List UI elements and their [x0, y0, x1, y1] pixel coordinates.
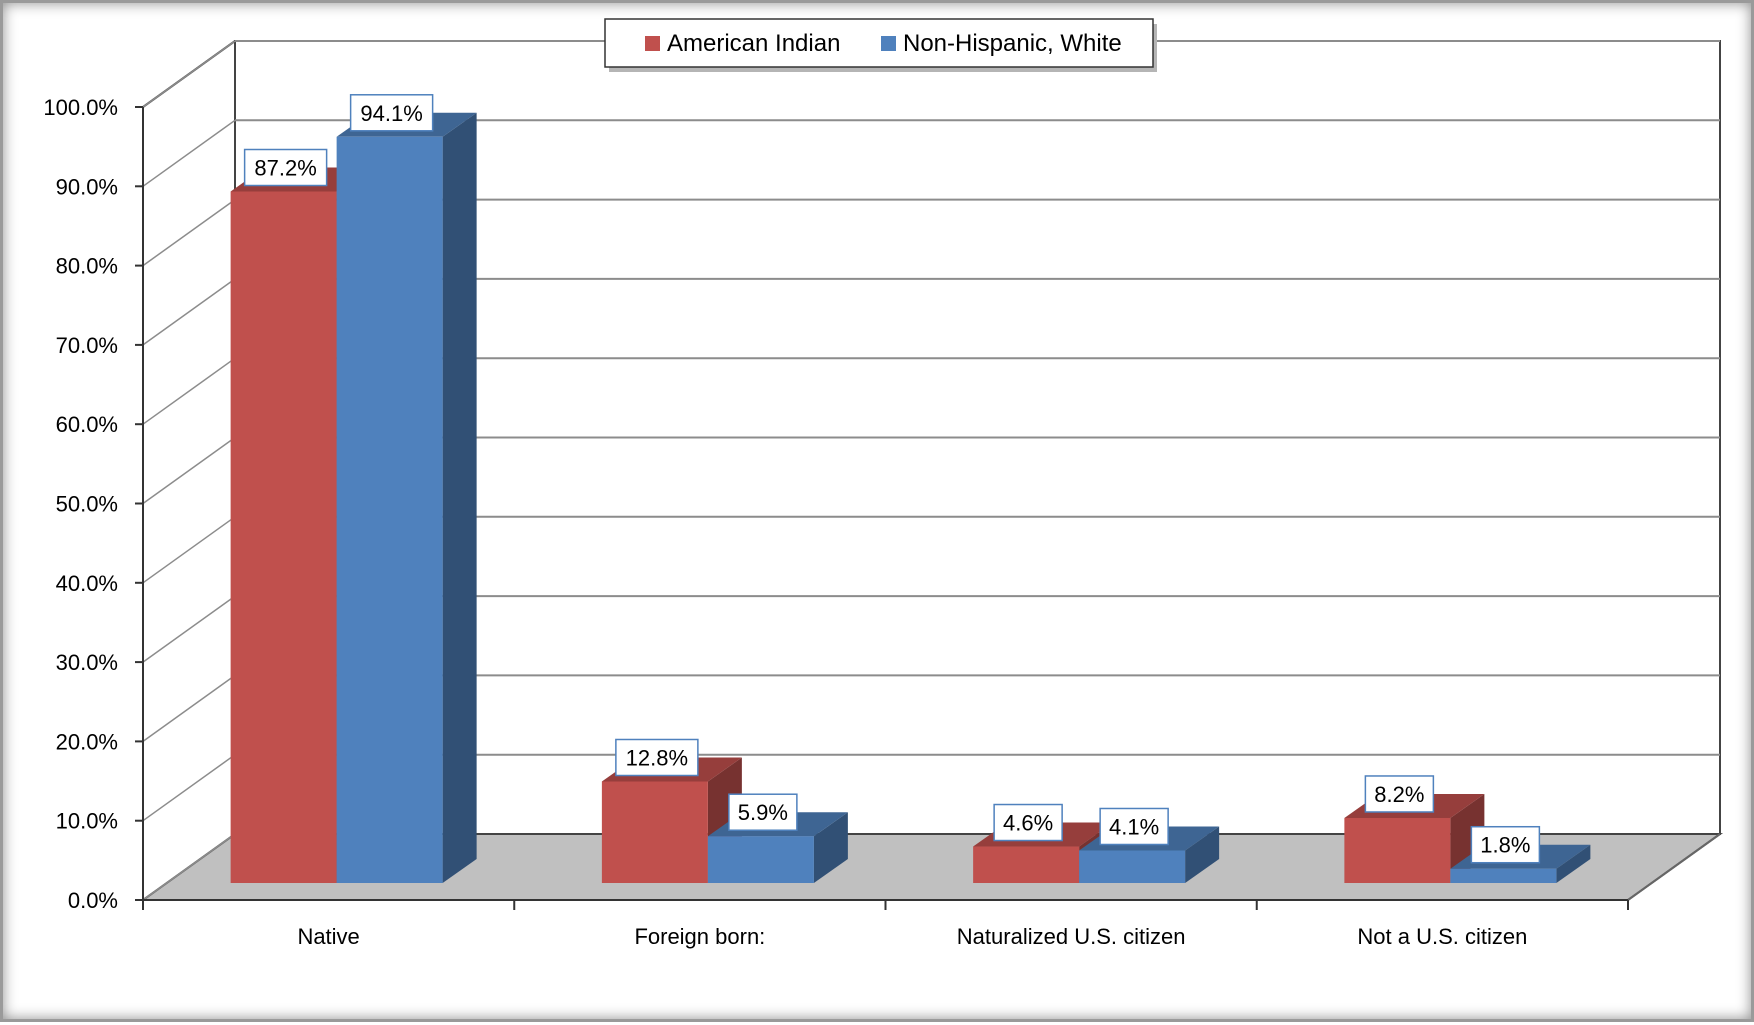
gridline-side	[142, 595, 236, 663]
y-tick-label: 50.0%	[56, 492, 118, 517]
data-label: 1.8%	[1480, 833, 1530, 858]
data-label-box	[1099, 807, 1169, 846]
legend-box	[604, 18, 1154, 68]
bar-side	[442, 112, 477, 884]
data-label-box	[728, 793, 798, 831]
gridline-side	[142, 516, 236, 584]
x-tick-label: Naturalized U.S. citizen	[957, 924, 1186, 949]
data-label-box	[1470, 825, 1541, 864]
y-tick-label: 40.0%	[56, 571, 118, 596]
x-tick-label: Not a U.S. citizen	[1357, 924, 1527, 949]
gridline-side	[142, 278, 236, 346]
y-tick-label: 100.0%	[43, 95, 118, 120]
gridline-side	[142, 119, 236, 187]
bar	[336, 136, 443, 884]
data-label-box	[349, 94, 434, 132]
bar	[1079, 850, 1186, 883]
bar-side	[813, 812, 848, 883]
data-labels: 87.2% 94.1% 12.8% 5.9% 4.6% 4.1% 8.2% 1.8%	[243, 94, 1541, 864]
data-label-box	[1364, 775, 1435, 813]
y-tick-label: 70.0%	[56, 333, 118, 358]
x-tick-label: Foreign born:	[634, 924, 765, 949]
bar	[601, 781, 708, 883]
bar-side	[1556, 844, 1591, 883]
gridlines	[142, 40, 1720, 901]
data-label: 8.2%	[1374, 782, 1424, 807]
bar	[230, 191, 337, 883]
y-axis-ticks: 0.0% 10.0% 20.0% 30.0% 40.0% 50.0% 60.0% 70.0% 8…	[43, 95, 144, 913]
x-tick-label: Native	[297, 924, 359, 949]
bars	[230, 112, 1591, 884]
data-label-box	[615, 738, 699, 777]
bar	[707, 836, 814, 883]
y-tick-label: 0.0%	[68, 888, 118, 913]
gridline-side	[142, 357, 236, 425]
chart-svg: 0.0% 10.0% 20.0% 30.0% 40.0% 50.0% 60.0% 70.0% 8…	[43, 18, 1724, 949]
bar	[1344, 817, 1451, 883]
legend: American Indian Non-Hispanic, White	[604, 18, 1157, 72]
bar-side	[1185, 826, 1220, 883]
data-label: 5.9%	[738, 800, 788, 825]
x-axis-ticks: Native Foreign born: Naturalized U.S. citi…	[142, 899, 1629, 949]
legend-label: American Indian	[667, 30, 840, 57]
y-tick-label: 60.0%	[56, 412, 118, 437]
y-tick-label: 90.0%	[56, 174, 118, 199]
gridline-side	[142, 674, 236, 743]
floor-right-edge	[1627, 833, 1721, 901]
gridline-side	[142, 40, 236, 108]
data-label: 87.2%	[254, 156, 316, 181]
gridline-side	[142, 198, 236, 267]
y-tick-label: 80.0%	[56, 254, 118, 279]
gridline-side	[142, 833, 236, 901]
y-tick-label: 20.0%	[56, 729, 118, 754]
gridline-side	[142, 754, 236, 822]
gridline-side	[142, 436, 236, 505]
data-label: 94.1%	[360, 101, 422, 126]
data-label: 4.6%	[1003, 811, 1053, 836]
legend-swatch	[645, 36, 660, 51]
bar	[973, 846, 1080, 883]
legend-label: Non-Hispanic, White	[903, 30, 1122, 57]
bar	[1450, 868, 1557, 883]
data-label: 12.8%	[626, 745, 688, 770]
data-label-box	[243, 148, 328, 187]
data-label: 4.1%	[1109, 814, 1159, 839]
y-tick-label: 10.0%	[56, 809, 118, 834]
y-tick-label: 30.0%	[56, 650, 118, 675]
data-label-box	[993, 803, 1063, 842]
legend-swatch	[881, 36, 896, 51]
